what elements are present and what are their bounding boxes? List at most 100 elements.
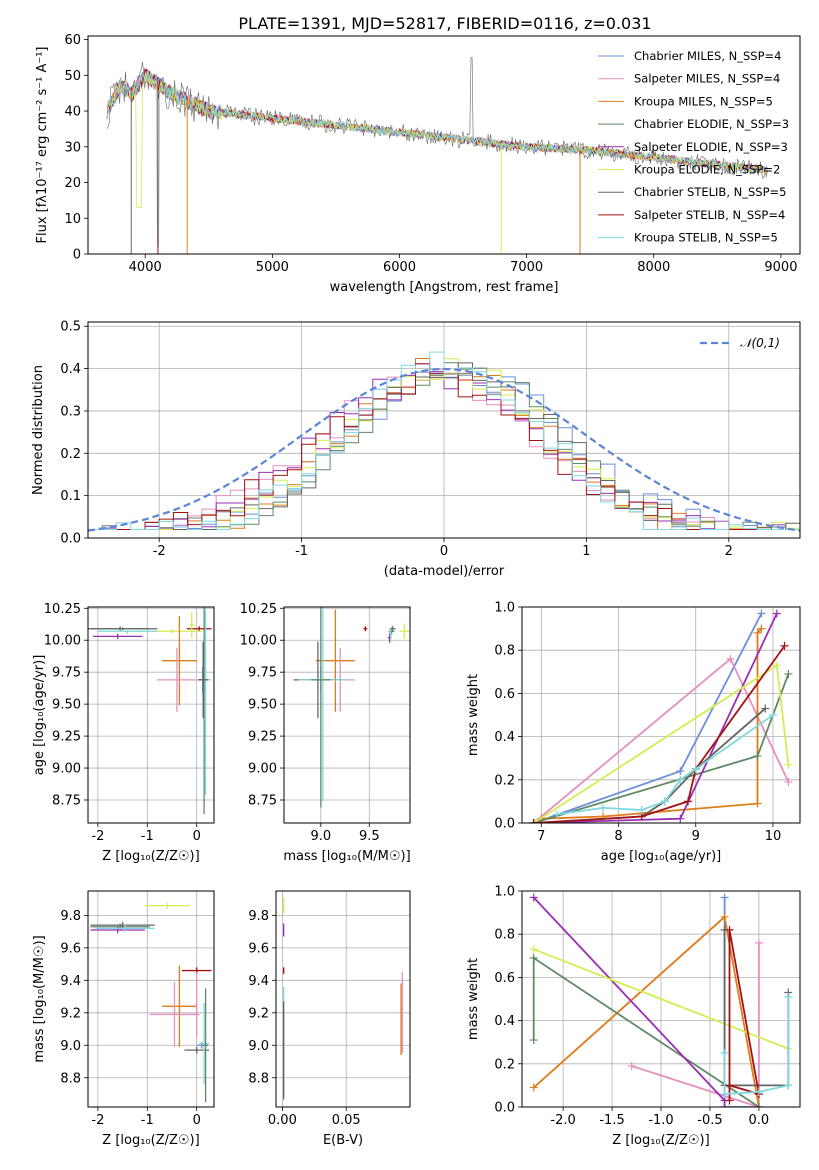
y-tick-label: 9.8 [248, 909, 269, 924]
y-tick-label: 0.0 [494, 1101, 515, 1116]
y-tick-label: 0.8 [494, 928, 515, 943]
series-marker [753, 628, 762, 637]
data-point [157, 647, 197, 712]
series-marker [725, 1081, 734, 1090]
x-tick-label: -1.5 [599, 1113, 624, 1128]
y-axis-label: mass weight [466, 958, 481, 1040]
axes-frame [521, 890, 801, 1108]
data-point [92, 633, 143, 639]
series-marker [784, 777, 793, 786]
data-point [186, 626, 212, 632]
y-tick-label: 0.4 [494, 730, 515, 745]
y-tick-label: 8.8 [60, 1071, 81, 1086]
y-tick-label: 0.1 [60, 489, 81, 504]
panel-mass-vs-ebv: 0.00 0.05 8.8 9.0 9.2 9.4 9.6 9.8 E(B-V) [248, 890, 411, 1148]
x-tick-label: 9.5 [359, 829, 380, 844]
y-tick-label: 0 [73, 248, 81, 263]
x-axis-label: mass [log₁₀(M/M☉)] [283, 849, 410, 864]
plot-area [88, 351, 800, 532]
plot-area [293, 607, 410, 808]
series-line [533, 645, 786, 823]
weight-series [529, 609, 766, 823]
x-tick-label: 7 [537, 829, 545, 844]
y-tick-label: 40 [64, 105, 81, 120]
weight-series [529, 945, 793, 1053]
x-tick-label: 0 [193, 1113, 201, 1128]
y-tick-label: 0.8 [494, 644, 515, 659]
y-tick-label: 9.50 [248, 698, 277, 713]
panel-residuals: -2 -1 0 1 2 0.0 0.1 0.2 0.3 0.4 0.5 (data-model)/er… [31, 320, 801, 579]
series-marker [529, 1083, 538, 1092]
series-marker [725, 925, 734, 934]
series-marker [772, 661, 781, 670]
legend-label: Kroupa STELIB, N_SSP=5 [634, 231, 778, 245]
series-line [631, 942, 760, 1107]
y-tick-label: 9.75 [248, 666, 277, 681]
x-tick-label: 0 [193, 829, 201, 844]
data-point [400, 983, 402, 1056]
series-marker [676, 767, 685, 776]
y-tick-label: 0.2 [60, 447, 81, 462]
series-marker [660, 797, 669, 806]
series-marker [691, 765, 700, 773]
series-marker [757, 624, 766, 633]
y-tick-label: 9.0 [60, 1039, 81, 1054]
x-tick-label: 7000 [510, 260, 543, 275]
series-marker [529, 819, 538, 823]
series-marker [757, 609, 766, 618]
series-marker [726, 654, 735, 663]
x-tick-label: 9 [692, 829, 700, 844]
series-marker [529, 893, 538, 902]
series-marker [761, 704, 770, 713]
y-tick-label: 50 [64, 69, 81, 84]
axes-frame [275, 890, 411, 1108]
panel-age-vs-Z: -2 -1 0 8.75 9.00 9.25 9.50 9.75 10.00 10.25 Z [lo… [32, 602, 215, 864]
series-marker [627, 1061, 636, 1070]
y-tick-label: 9.50 [52, 698, 81, 713]
axes-frame [87, 321, 801, 539]
x-axis-label: Z [log₁₀(Z/Z☉)] [102, 1133, 199, 1148]
x-tick-label: 4000 [129, 260, 162, 275]
series-marker [772, 609, 781, 618]
data-point [95, 925, 155, 932]
series-marker [784, 669, 793, 678]
figure-title: PLATE=1391, MJD=52817, FIBERID=0116, z=0… [238, 14, 651, 33]
x-tick-label: 9.0 [310, 829, 331, 844]
y-tick-label: 9.6 [60, 941, 81, 956]
series-marker [780, 641, 789, 650]
x-tick-label: -2 [91, 1113, 104, 1128]
y-axis-label: mass [log₁₀(M/M☉)] [32, 935, 47, 1062]
x-tick-label: 0 [440, 544, 448, 559]
y-tick-label: 30 [64, 140, 81, 155]
data-point [162, 965, 197, 1047]
data-point [203, 988, 209, 1103]
y-tick-label: 9.25 [52, 730, 81, 745]
data-point [399, 623, 410, 639]
y-tick-label: 10.00 [240, 634, 277, 649]
y-axis-label: Normed distribution [31, 365, 46, 495]
series-line [728, 929, 761, 1101]
x-tick-label: 10 [765, 829, 782, 844]
x-tick-label: -2.0 [550, 1113, 575, 1128]
plot-area [106, 57, 768, 254]
series-marker [784, 992, 793, 1001]
x-axis-label: age [log₁₀(age/yr)] [601, 849, 722, 864]
data-point [195, 972, 198, 1038]
series-marker [529, 945, 538, 954]
y-tick-label: 0.6 [494, 971, 515, 986]
weight-series [552, 711, 777, 819]
axes-frame [521, 606, 801, 824]
y-tick-label: 0.4 [494, 1014, 515, 1029]
series-marker [784, 1081, 793, 1090]
series-line [533, 663, 790, 823]
series-marker [684, 797, 693, 806]
y-tick-label: 8.75 [248, 793, 277, 808]
x-axis-label: wavelength [Angstrom, rest frame] [330, 280, 559, 295]
series-marker [599, 803, 608, 812]
data-point [162, 615, 197, 706]
series-marker [720, 1049, 729, 1057]
plot-area [282, 897, 403, 1101]
y-tick-label: 1.0 [494, 885, 515, 900]
y-tick-label: 0.4 [60, 362, 81, 377]
plot-area [529, 609, 793, 823]
